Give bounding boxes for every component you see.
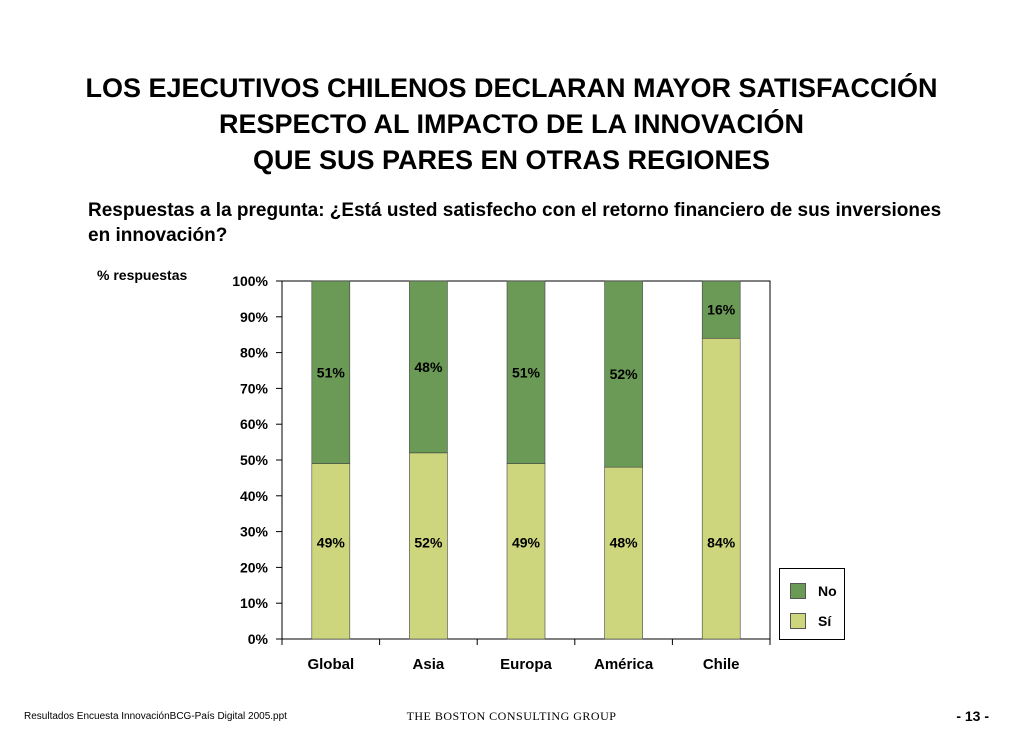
bar-si-américa <box>604 466 643 640</box>
title-line-1: LOS EJECUTIVOS CHILENOS DECLARAN MAYOR S… <box>85 73 938 103</box>
bar-no-asia <box>409 280 448 454</box>
x-tick-label: Asia <box>413 656 445 673</box>
bar-no-europa <box>506 280 546 464</box>
x-tick-label: América <box>594 656 654 673</box>
data-label-si: 49% <box>512 534 541 550</box>
x-tick-label: Global <box>307 656 354 673</box>
legend-label-no: No <box>818 583 837 599</box>
bar-si-asia <box>409 452 448 640</box>
y-tick-label: 0% <box>248 631 269 647</box>
bar-si-chile <box>701 337 741 640</box>
x-tick-label: Chile <box>703 656 740 673</box>
y-tick-label: 10% <box>240 595 269 611</box>
y-tick-label: 60% <box>240 416 269 432</box>
y-tick-label: 90% <box>240 309 269 325</box>
legend-item-no: No <box>790 583 837 599</box>
bar-no-chile <box>701 280 741 339</box>
legend-label-si: Sí <box>818 613 832 629</box>
data-label-si: 48% <box>610 534 639 550</box>
data-label-no: 51% <box>512 364 541 380</box>
chart-subtitle: Respuestas a la pregunta: ¿Está usted sa… <box>88 200 942 246</box>
bar-si-global <box>311 463 351 640</box>
data-label-no: 48% <box>414 359 443 375</box>
y-tick-label: 40% <box>240 488 269 504</box>
legend-swatch-si <box>790 613 806 629</box>
footer-brand: THE BOSTON CONSULTING GROUP <box>406 709 617 723</box>
y-tick-label: 50% <box>240 452 269 468</box>
y-tick-label: 100% <box>232 273 268 289</box>
data-label-si: 49% <box>317 534 346 550</box>
y-tick-label: 20% <box>240 559 269 575</box>
legend-item-si: Sí <box>790 613 831 629</box>
y-tick-label: 30% <box>240 524 269 540</box>
bar-no-global <box>311 280 351 464</box>
footer-filename: Resultados Encuesta InnovaciónBCG-País D… <box>24 711 287 722</box>
title-line-3: QUE SUS PARES EN OTRAS REGIONES <box>252 145 771 175</box>
page-number: - 13 - <box>956 708 989 724</box>
page-title: LOS EJECUTIVOS CHILENOS DECLARAN MAYOR S… <box>0 70 1023 178</box>
legend-swatch-no <box>790 583 806 599</box>
data-label-no: 16% <box>707 302 736 318</box>
data-label-no: 51% <box>317 364 346 380</box>
title-line-2: RESPECTO AL IMPACTO DE LA INNOVACIÓN <box>218 109 805 139</box>
data-label-si: 52% <box>414 534 443 550</box>
legend: No Sí <box>779 568 845 640</box>
bar-si-europa <box>506 463 546 640</box>
y-axis-label: % respuestas <box>97 267 188 283</box>
data-label-no: 52% <box>610 366 639 382</box>
data-label-si: 84% <box>707 534 736 550</box>
bar-no-américa <box>604 280 643 468</box>
x-tick-label: Europa <box>500 656 552 673</box>
y-tick-label: 80% <box>240 345 269 361</box>
y-tick-label: 70% <box>240 380 269 396</box>
